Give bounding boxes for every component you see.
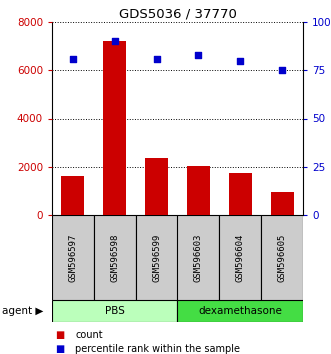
Bar [94,215,136,300]
Text: ■: ■ [55,344,65,354]
Title: GDS5036 / 37770: GDS5036 / 37770 [118,8,236,21]
Point [70,56,75,62]
Text: GSM596603: GSM596603 [194,233,203,282]
Point [196,52,201,58]
Point [112,39,118,44]
Bar [270,192,294,215]
Bar [62,176,84,215]
Bar [177,215,219,300]
Bar [219,215,261,300]
Point [279,67,285,73]
Bar [136,215,177,300]
Text: ■: ■ [55,330,65,339]
Bar [103,41,126,215]
Point [154,56,159,62]
Text: GSM596605: GSM596605 [278,233,287,282]
Bar [52,300,177,322]
Text: count: count [75,330,103,339]
Text: dexamethasone: dexamethasone [198,306,282,316]
Text: percentile rank within the sample: percentile rank within the sample [75,344,240,354]
Bar [261,215,303,300]
Text: GSM596597: GSM596597 [69,233,77,282]
Text: PBS: PBS [105,306,125,316]
Bar [52,215,94,300]
Text: GSM596604: GSM596604 [236,233,245,282]
Bar [229,173,252,215]
Bar [187,166,210,215]
Bar [145,158,168,215]
Text: agent ▶: agent ▶ [2,306,43,316]
Text: GSM596598: GSM596598 [110,233,119,282]
Bar [177,300,303,322]
Point [238,58,243,63]
Text: GSM596599: GSM596599 [152,233,161,282]
